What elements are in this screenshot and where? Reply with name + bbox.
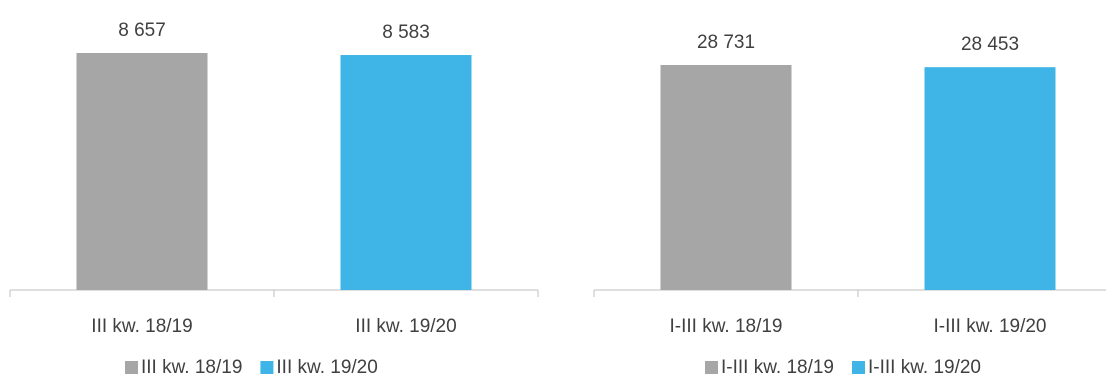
legend-label-2-2: I-III kw. 19/20 xyxy=(868,357,981,378)
category-label-1-1: III kw. 18/19 xyxy=(91,316,192,337)
category-label-2-2: I-III kw. 19/20 xyxy=(934,316,1047,337)
bar-1-2 xyxy=(340,55,472,290)
category-label-2-1: I-III kw. 18/19 xyxy=(670,316,783,337)
data-label-1-1: 8 657 xyxy=(118,20,166,41)
data-label-1-2: 8 583 xyxy=(382,22,430,43)
legend-swatch-2-2 xyxy=(852,361,865,374)
data-label-2-1: 28 731 xyxy=(697,32,755,53)
bar-2-1 xyxy=(660,65,792,290)
data-label-2-2: 28 453 xyxy=(961,34,1019,55)
legend-label-2-1: I-III kw. 18/19 xyxy=(721,357,834,378)
legend-swatch-2-1 xyxy=(705,361,718,374)
bar-2-2 xyxy=(924,67,1056,290)
legend-label-1-2: III kw. 19/20 xyxy=(276,357,377,378)
bar-1-1 xyxy=(76,53,208,290)
legend-label-1-1: III kw. 18/19 xyxy=(141,357,242,378)
legend-swatch-1-2 xyxy=(260,361,274,374)
legend-swatch-1-1 xyxy=(125,361,138,374)
category-label-1-2: III kw. 19/20 xyxy=(355,316,456,337)
